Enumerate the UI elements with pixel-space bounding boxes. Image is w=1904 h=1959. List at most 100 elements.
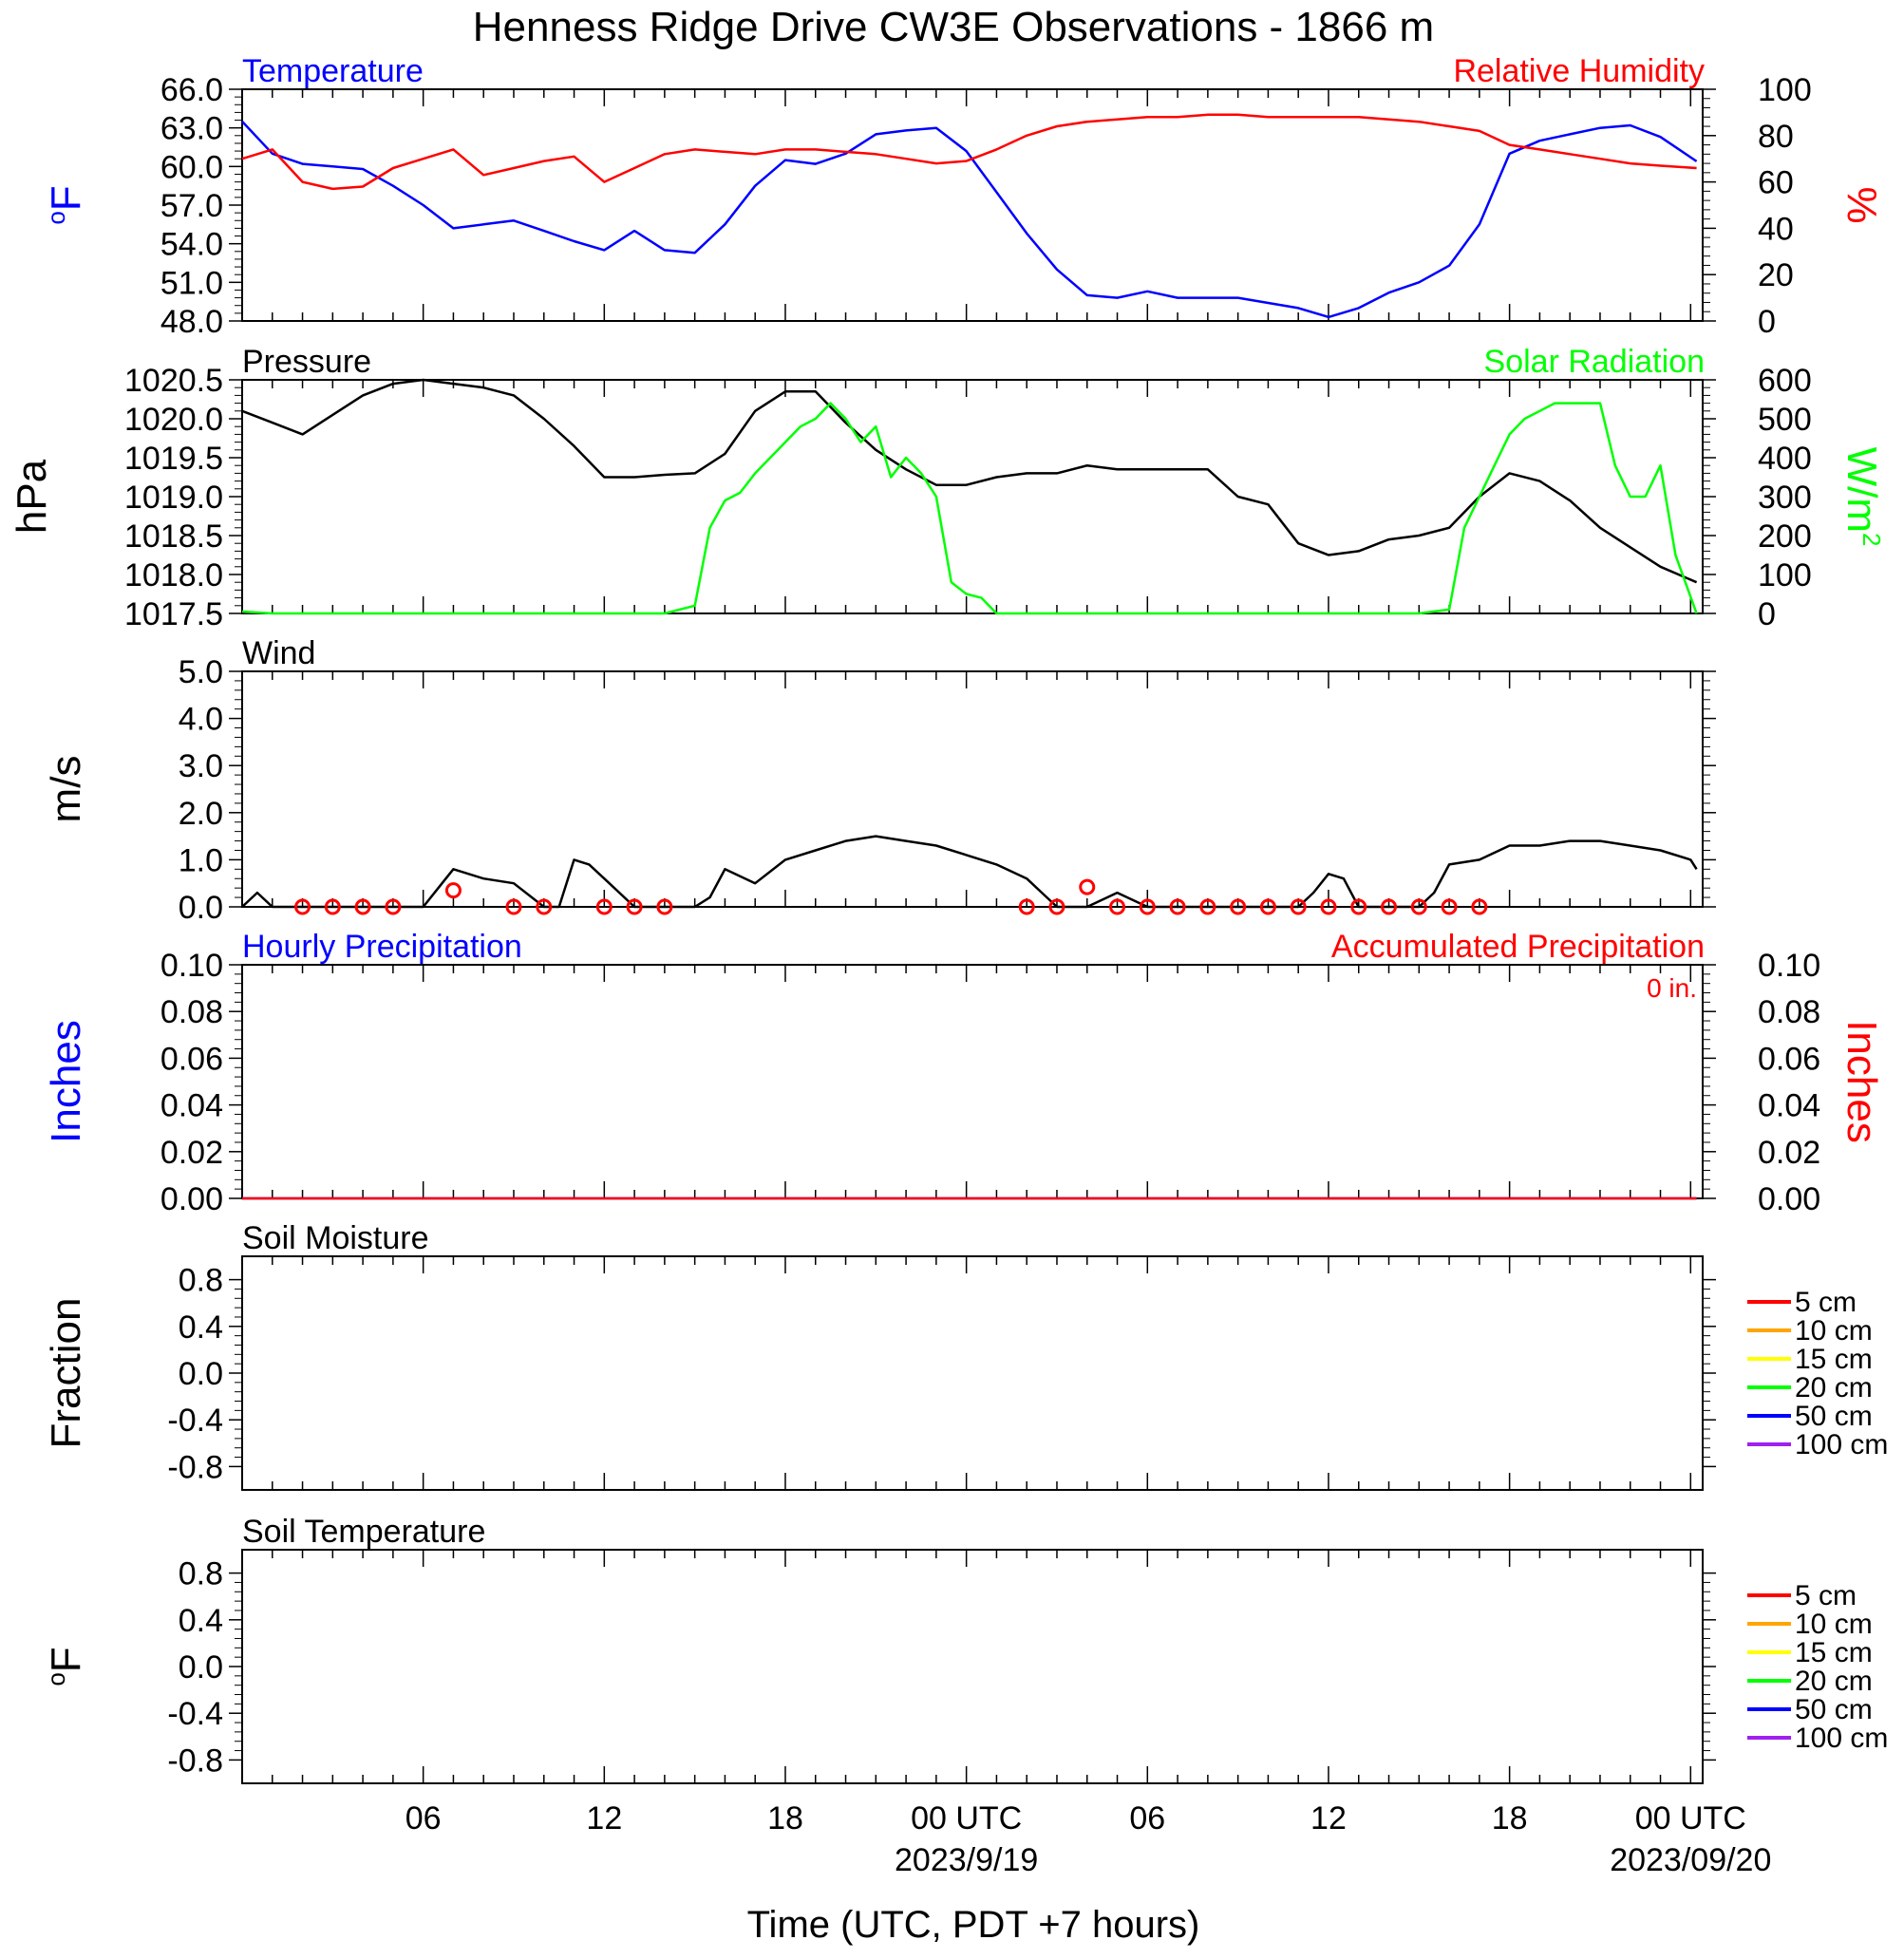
x-tick-label: 18 — [1492, 1800, 1528, 1837]
panel-pressure_solar: 1020.51020.01019.51019.01018.51018.01017… — [9, 344, 1886, 632]
y-axis-label-left: m/s — [43, 756, 89, 823]
degree-symbol: o — [42, 1672, 70, 1686]
unit-f: F — [43, 1647, 89, 1672]
y-tick-label-left: 2.0 — [179, 796, 223, 832]
wind-calm-marker — [324, 898, 341, 915]
y-tick-label-left: 1020.0 — [124, 402, 223, 438]
y-tick-label-left: 3.0 — [179, 748, 223, 784]
y-tick-label-left: 1020.5 — [124, 363, 223, 399]
y-tick-label-right: 0.10 — [1758, 948, 1820, 984]
x-axis-label: Time (UTC, PDT +7 hours) — [747, 1904, 1200, 1946]
legend-label: 50 cm — [1795, 1694, 1873, 1725]
y-axis-label-left: Fraction — [43, 1298, 89, 1449]
y-tick-label-left: 0.8 — [179, 1556, 223, 1592]
y-tick-label-left: 0.08 — [160, 994, 223, 1030]
precip-annotation: 0 in. — [1647, 973, 1697, 1003]
y-axis-label-left: oF — [42, 185, 89, 224]
panel-soil_moisture: 0.8 0.4 0.0 -0.4 -0.8 Soil Moisture Fraction 5 … — [43, 1220, 1888, 1491]
wind-calm-marker — [1381, 898, 1398, 915]
wind-calm-marker — [595, 898, 613, 915]
legend-label: 50 cm — [1795, 1401, 1873, 1432]
y-tick-label-right: 0 — [1758, 304, 1776, 340]
series-relative-humidity — [241, 113, 1697, 191]
legend-label: 100 cm — [1795, 1723, 1888, 1754]
y-tick-label-right: 40 — [1758, 211, 1794, 247]
y-axis-label-right: Inches — [1838, 1020, 1885, 1143]
y-tick-label-left: 0.02 — [160, 1135, 223, 1171]
wind-calm-marker — [1350, 898, 1367, 915]
wind-calm-marker — [1199, 898, 1216, 915]
panel-frame — [241, 88, 1704, 322]
y-tick-label-right: 400 — [1758, 441, 1812, 477]
wind-calm-marker — [354, 898, 371, 915]
y-tick-label-left: -0.4 — [167, 1403, 223, 1439]
y-tick-label-left: 66.0 — [160, 72, 223, 108]
legend-label: 10 cm — [1795, 1609, 1873, 1640]
x-axis: 06 12 18 00 UTC 2023/9/19 06 12 18 00 UTC 2023/09… — [405, 1800, 1772, 1878]
y-tick-label-right: 0.06 — [1758, 1041, 1820, 1077]
x-tick-sublabel: 2023/09/20 — [1610, 1842, 1771, 1878]
wind-calm-marker — [294, 898, 311, 915]
y-tick-label-left: 0.04 — [160, 1088, 223, 1124]
panel-precipitation: 0.10 0.08 0.06 0.04 0.02 0.00 0.10 0.08 0.06 0.04… — [43, 929, 1885, 1217]
legend-label: 100 cm — [1795, 1429, 1888, 1460]
wind-calm-marker — [1230, 898, 1247, 915]
panel-frame — [241, 964, 1704, 1199]
y-tick-label-left: 4.0 — [179, 702, 223, 738]
x-tick-label: 18 — [767, 1800, 803, 1837]
series-pressure — [241, 378, 1698, 584]
panel-title-left: Soil Temperature — [242, 1514, 485, 1550]
panel-title-right: Solar Radiation — [1484, 344, 1705, 380]
legend-label: 20 cm — [1795, 1372, 1873, 1403]
wind-calm-marker — [1139, 898, 1156, 915]
y-axis-label-left: hPa — [9, 459, 55, 534]
panel-wind: 5.0 4.0 3.0 2.0 1.0 0.0 Wind m/s — [43, 635, 1716, 926]
unit-exp: 2 — [1857, 533, 1886, 546]
x-tick-label: 06 — [1129, 1800, 1165, 1837]
y-tick-label-left: 63.0 — [160, 111, 223, 147]
y-tick-label-left: 48.0 — [160, 304, 223, 340]
y-tick-label-right: 100 — [1758, 72, 1812, 108]
y-tick-label-left: 1019.0 — [124, 480, 223, 516]
y-tick-label-right: 60 — [1758, 165, 1794, 201]
y-tick-label-left: 0.4 — [179, 1309, 223, 1346]
y-tick-label-left: 51.0 — [160, 265, 223, 301]
panel-title-left: Wind — [242, 635, 315, 671]
y-tick-label-right: 0 — [1758, 596, 1776, 632]
y-tick-label-left: -0.8 — [167, 1449, 223, 1485]
wind-calm-marker — [505, 898, 522, 915]
y-tick-label-right: 500 — [1758, 402, 1812, 438]
y-tick-label-left: 1019.5 — [124, 441, 223, 477]
y-tick-label-left: 1.0 — [179, 842, 223, 878]
y-tick-label-left: 0.0 — [179, 1356, 223, 1392]
y-axis-label-right: W/m2 — [1838, 447, 1886, 547]
y-tick-label-left: -0.4 — [167, 1696, 223, 1732]
wind-calm-marker — [1169, 898, 1186, 915]
y-tick-label-right: 0.00 — [1758, 1181, 1820, 1217]
y-tick-label-right: 600 — [1758, 363, 1812, 399]
panels: 66.063.060.057.054.051.048.0100806040200… — [9, 53, 1888, 1784]
panel-title-left: Hourly Precipitation — [242, 929, 522, 965]
panel-frame — [241, 1549, 1704, 1784]
y-tick-label-left: 0.10 — [160, 948, 223, 984]
unit-wm: W/m — [1838, 447, 1885, 533]
y-tick-label-left: 5.0 — [179, 654, 223, 690]
wind-calm-marker — [385, 898, 402, 915]
wind-calm-marker — [444, 882, 462, 899]
y-tick-label-left: 0.00 — [160, 1181, 223, 1217]
y-tick-label-left: 1018.5 — [124, 518, 223, 555]
legend-label: 20 cm — [1795, 1666, 1873, 1697]
y-tick-label-left: 0.0 — [179, 1649, 223, 1686]
wind-calm-marker — [536, 898, 553, 915]
wind-calm-marker — [1048, 898, 1065, 915]
panel-title-right: Accumulated Precipitation — [1331, 929, 1705, 965]
y-tick-label-right: 0.02 — [1758, 1135, 1820, 1171]
y-tick-label-left: 0.8 — [179, 1263, 223, 1299]
degree-symbol: o — [42, 211, 70, 224]
legend-label: 15 cm — [1795, 1344, 1873, 1375]
x-tick-label: 06 — [405, 1800, 442, 1837]
y-axis-label-right: % — [1838, 186, 1885, 223]
panel-title-left: Temperature — [242, 53, 424, 89]
